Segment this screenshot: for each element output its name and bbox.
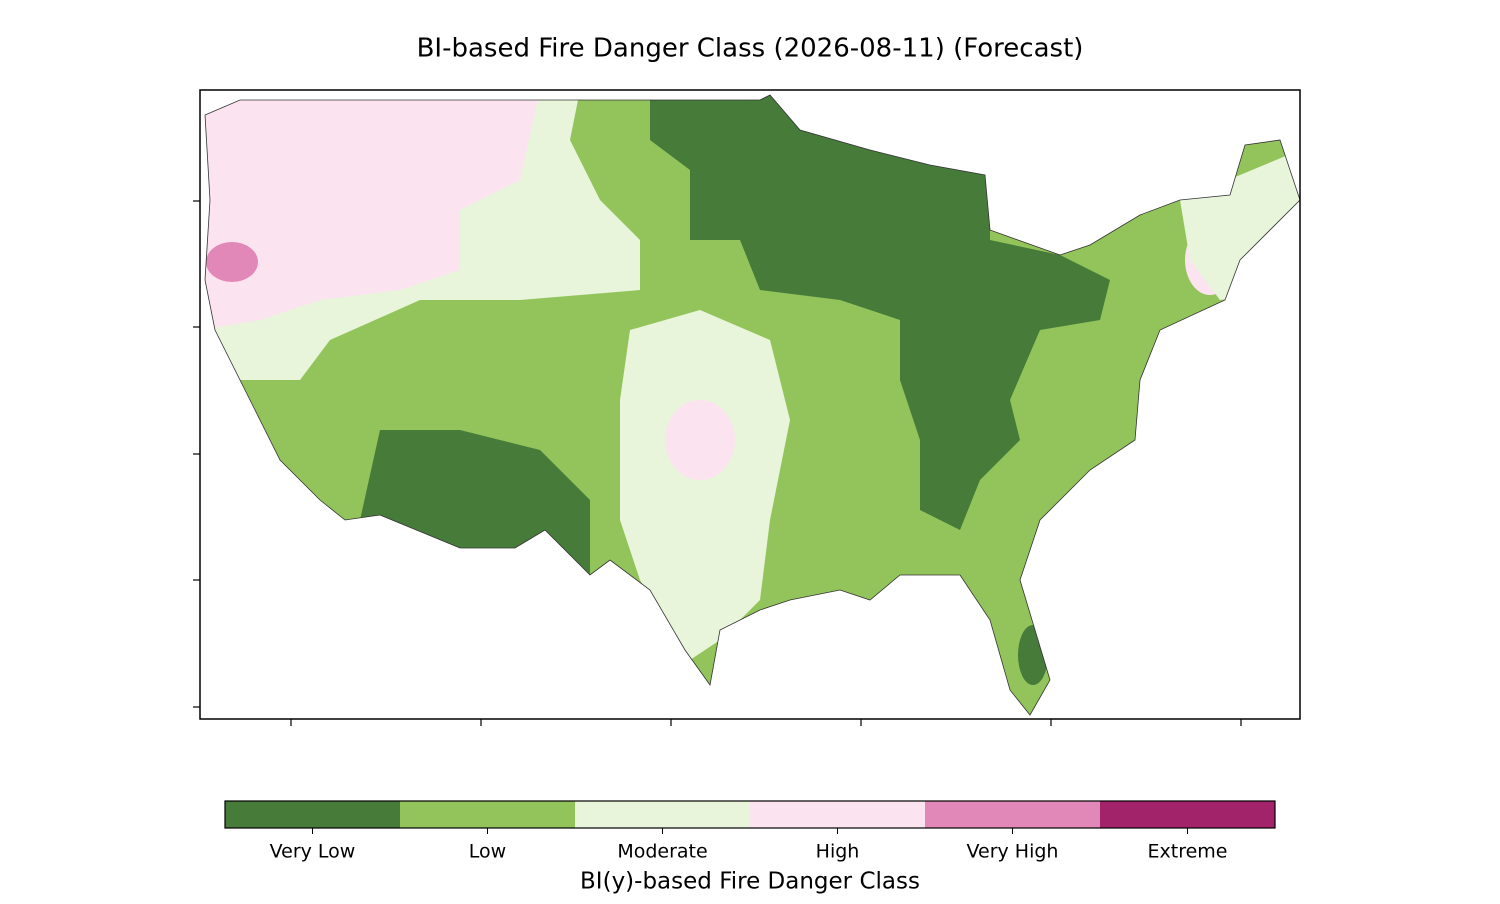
colorbar-class-label: Extreme [1148,841,1228,863]
colorbar-label: BI(y)-based Fire Danger Class [580,869,920,895]
moderate-area [620,310,790,660]
colorbar-border [224,800,1276,829]
very-low-area [1018,625,1048,685]
colorbar-class-label: High [816,841,860,863]
danger-map [205,95,1300,715]
colorbar: Very Low Low Moderate High Very High Extreme [224,800,1276,863]
colorbar-class-label: Moderate [617,841,707,863]
map-frame [199,89,1301,720]
very-low-area [360,430,590,580]
high-area [205,95,540,330]
colorbar-segment [575,801,750,828]
colorbar-segment [225,801,400,828]
colorbar-segment [1100,801,1275,828]
colorbar-class-label: Very Low [270,841,356,863]
colorbar-class-label: Very High [967,841,1059,863]
high-area [665,400,735,480]
colorbar-segment [925,801,1100,828]
map-title: BI-based Fire Danger Class (2026-08-11) … [417,34,1084,64]
colorbar-segment [400,801,575,828]
colorbar-segment [750,801,925,828]
very-high-area [206,242,258,282]
very-low-area [650,95,1110,530]
frame-ticks [193,200,1242,726]
colorbar-class-label: Low [469,841,506,863]
